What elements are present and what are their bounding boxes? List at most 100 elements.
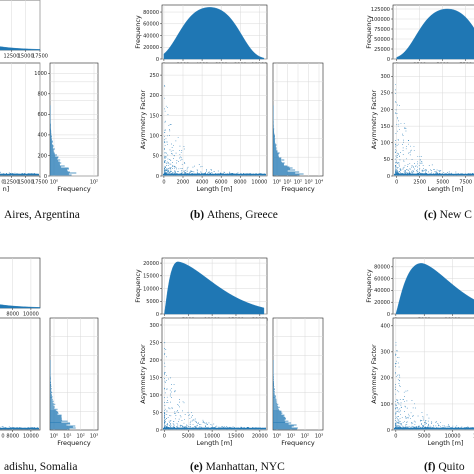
panel-e-scatter-ylabel: Asymmetry Factor [139, 344, 147, 404]
panel-b-freq-tick-label: 10¹ [283, 180, 291, 186]
panel-a-top-tick-label-x: 15000 [18, 54, 34, 60]
panel-c-scatter-tick-label-x: 5000 [436, 180, 449, 186]
panel-f-top-tick-label-y: 0 [387, 312, 390, 318]
panel-a-freq-tick-label-y: 200 [37, 153, 47, 159]
panel-e-scatter-tick-label-y: 0 [156, 428, 159, 434]
panel-c-scatter-tick-label-x: 2500 [413, 180, 426, 186]
panel-b-top-ylabel: Frequency [134, 15, 142, 49]
panel-a-partial-tick: 0 [1, 180, 4, 186]
panel-c: 0250005000075000100000125000025005000750… [365, 4, 474, 221]
panel-a-length-histogram [0, 46, 41, 51]
panel-b-freq-xlabel: Frequency [281, 185, 315, 193]
panel-c-scatter-ylabel: Asymmetry Factor [370, 89, 378, 149]
panel-b-freq-tick-label: 10³ [304, 180, 312, 186]
panel-d-freq-xlabel: Frequency [57, 439, 91, 447]
panel-d-caption-text: adishu, Somalia [4, 461, 77, 473]
panel-e-scatter-tick-label-y: 200 [149, 358, 159, 364]
panel-c-scatter-axes [392, 62, 474, 177]
panel-b-scatter-xlabel: Length [m] [197, 185, 233, 193]
panel-d-scatter-axes [0, 317, 41, 431]
panel-f-scatter-tick-label-y: 400 [380, 324, 390, 330]
panel-c-scatter-tick-label-y: 150 [380, 124, 390, 130]
panel-b-length-histogram [163, 7, 265, 60]
panel-a-freq-tick-label-y: 0 [44, 174, 47, 180]
panel-f: 020000400006000080000050001000015000Freq… [365, 257, 474, 473]
panel-b-scatter-tick-label-y: 150 [149, 113, 159, 119]
panel-f-scatter-xlabel: Length [m] [428, 439, 464, 447]
panel-a-freq-tick-label: 10² [90, 180, 98, 186]
panel-d-freq-tick-label: 10³ [90, 434, 98, 440]
panel-f-scatter-baseline [394, 427, 474, 430]
panel-c-top-tick-label-y: 0 [387, 57, 390, 63]
panel-f-top-tick-label-y: 80000 [374, 265, 390, 271]
panel-c-caption-text: New C [440, 209, 473, 221]
panel-e-freq-tick-label: 10³ [315, 434, 323, 440]
panel-b-scatter-tick-label-x: 8000 [234, 180, 247, 186]
panel-b-freq-bars [273, 105, 304, 176]
panel-e-caption-text: Manhattan, NYC [206, 461, 286, 473]
panel-b-caption: (b) Athens, Greece [190, 209, 278, 221]
panel-c-caption: (c) New C [424, 209, 472, 221]
panel-e-scatter-baseline [163, 427, 266, 430]
panel-b-scatter-baseline [163, 173, 266, 176]
panel-b-freq-tick-label: 10² [294, 180, 302, 186]
panel-d-scatter-baseline [0, 427, 39, 430]
panel-d-freq-tick-label: 10² [76, 434, 84, 440]
panel-b-caption-label: (b) [190, 209, 207, 221]
panel-a: 1250015000175001250015000175000200400600… [0, 0, 99, 221]
panel-b-top-tick-label-y: 60000 [143, 22, 159, 28]
panel-b-top-tick-label-y: 40000 [143, 33, 159, 39]
panel-a-caption-text: Aires, Argentina [4, 209, 80, 221]
panel-c-scatter-tick-label-x: 7500 [459, 180, 472, 186]
panel-d-top-tick-label-x: 8000 [6, 312, 19, 318]
panel-e: 0 5000 10000 15000 20000 0 5000 10000 15000 20000… [134, 257, 324, 473]
panel-e-scatter-tick-label-y: 100 [149, 393, 159, 399]
panel-e-caption: (e) Manhattan, NYC [190, 461, 285, 473]
panel-d-scatter-tick-label-x: 10000 [23, 434, 39, 440]
panel-d-freq-tick-label: 10⁰ [50, 434, 58, 440]
panel-e-top-tick-label-y: 10000 [143, 286, 159, 292]
panel-c-length-histogram [396, 8, 474, 60]
panel-a-scatter-axes [0, 62, 41, 177]
panel-b: 0200004000060000800000200040006000800010… [134, 4, 324, 221]
panel-b-scatter-tick-label-y: 200 [149, 93, 159, 99]
panel-e-scatter-tick-label-y: 150 [149, 375, 159, 381]
panel-b-caption-text: Athens, Greece [207, 209, 278, 221]
panel-a-freq-bars [50, 105, 77, 176]
panel-a-scatter-tick-label-x: 17500 [32, 180, 48, 186]
panel-f-caption-label: (f) [424, 461, 438, 473]
panel-e-scatter-tick-label-x: 0 [163, 434, 166, 440]
panel-b-scatter-tick-label-y: 0 [156, 174, 159, 180]
panel-a-freq-tick-label-y: 800 [37, 92, 47, 98]
panel-f-scatter-axes [392, 317, 474, 431]
panel-e-caption-label: (e) [190, 461, 206, 473]
panel-c-top-tick-label-y: 100000 [371, 17, 390, 23]
panel-a-freq-tick-label-y: 1000 [34, 71, 47, 77]
panel-d-top-tick-label-x: 10000 [23, 312, 39, 318]
panel-c-scatter-xlabel: Length [m] [428, 185, 464, 193]
panel-b-top-tick-label-y: 20000 [143, 45, 159, 51]
panel-f-top-ylabel: Frequency [365, 269, 373, 303]
panel-a-freq-xlabel: Frequency [57, 185, 91, 193]
panel-d-length-histogram [0, 304, 41, 309]
panel-e-freq-tick-label: 10⁰ [273, 434, 281, 440]
panel-c-top-ylabel: Frequency [365, 15, 373, 49]
panel-d-freq-bars [50, 360, 76, 430]
panel-f-top-tick-label-y: 60000 [374, 276, 390, 282]
panel-e-scatter-axes [161, 317, 268, 431]
panel-c-scatter-tick-label-x: 0 [395, 180, 398, 186]
panel-c-top-tick-label-y: 50000 [374, 37, 390, 43]
panel-e-freq-tick-label: 10² [301, 434, 309, 440]
panel-a-top-tick-label-x: 17500 [32, 54, 48, 60]
panel-f-scatter-ylabel: Asymmetry Factor [370, 344, 378, 404]
panel-e-top-tick-label-y: 15000 [143, 274, 159, 280]
panel-f-caption: (f) Quito [424, 461, 465, 473]
panel-e-scatter-tick-label-x: 10000 [204, 434, 220, 440]
panel-f-length-histogram [395, 263, 474, 315]
panel-b-scatter-tick-label-y: 250 [149, 73, 159, 79]
panel-e-scatter-tick-label-x: 5000 [182, 434, 195, 440]
panel-e-length-histogram [164, 261, 265, 315]
panel-f-scatter-tick-label-y: 0 [387, 428, 390, 434]
panel-f-top-tick-label-y: 20000 [374, 300, 390, 306]
panel-d-caption: adishu, Somalia [4, 461, 77, 473]
